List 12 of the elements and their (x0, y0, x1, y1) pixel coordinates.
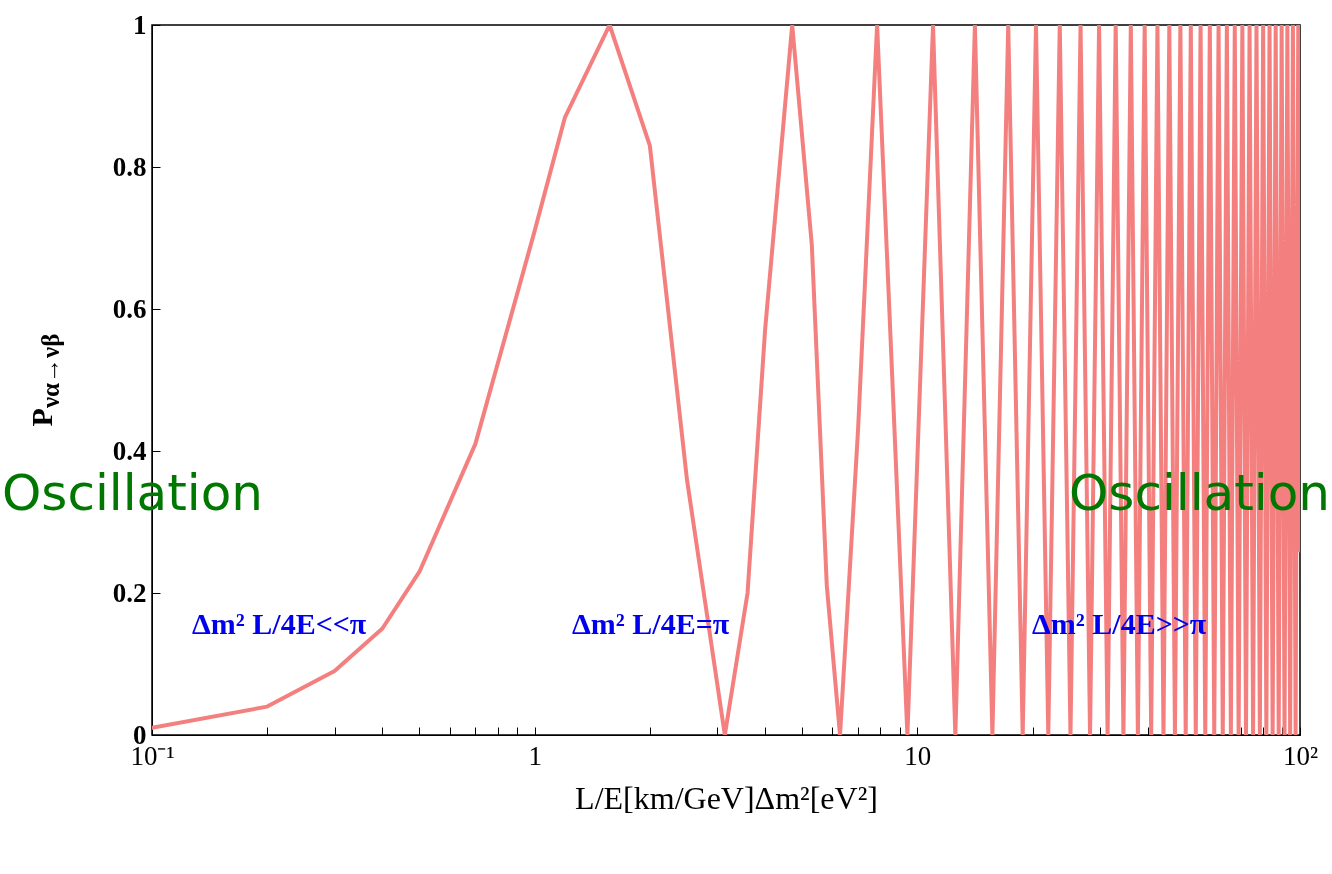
y-tick-label: 0.2 (112, 577, 147, 608)
annotation: Δm² L/4E<<π (192, 607, 367, 640)
x-axis-title: L/E[km/GeV]Δm²[eV²] (575, 779, 878, 816)
y-tick-label: 1 (133, 9, 147, 40)
x-tick-label: 10 (904, 740, 932, 771)
x-tick-label: 1 (528, 740, 542, 771)
y-tick-label: 0.8 (112, 151, 147, 182)
y-tick-label: 0.6 (112, 293, 147, 324)
annotation: Δm² L/4E>>π (1032, 607, 1207, 640)
annotation: Δm² L/4E=π (572, 607, 730, 640)
y-tick-label: 0.4 (112, 435, 147, 466)
x-tick-label: 10² (1282, 740, 1319, 771)
